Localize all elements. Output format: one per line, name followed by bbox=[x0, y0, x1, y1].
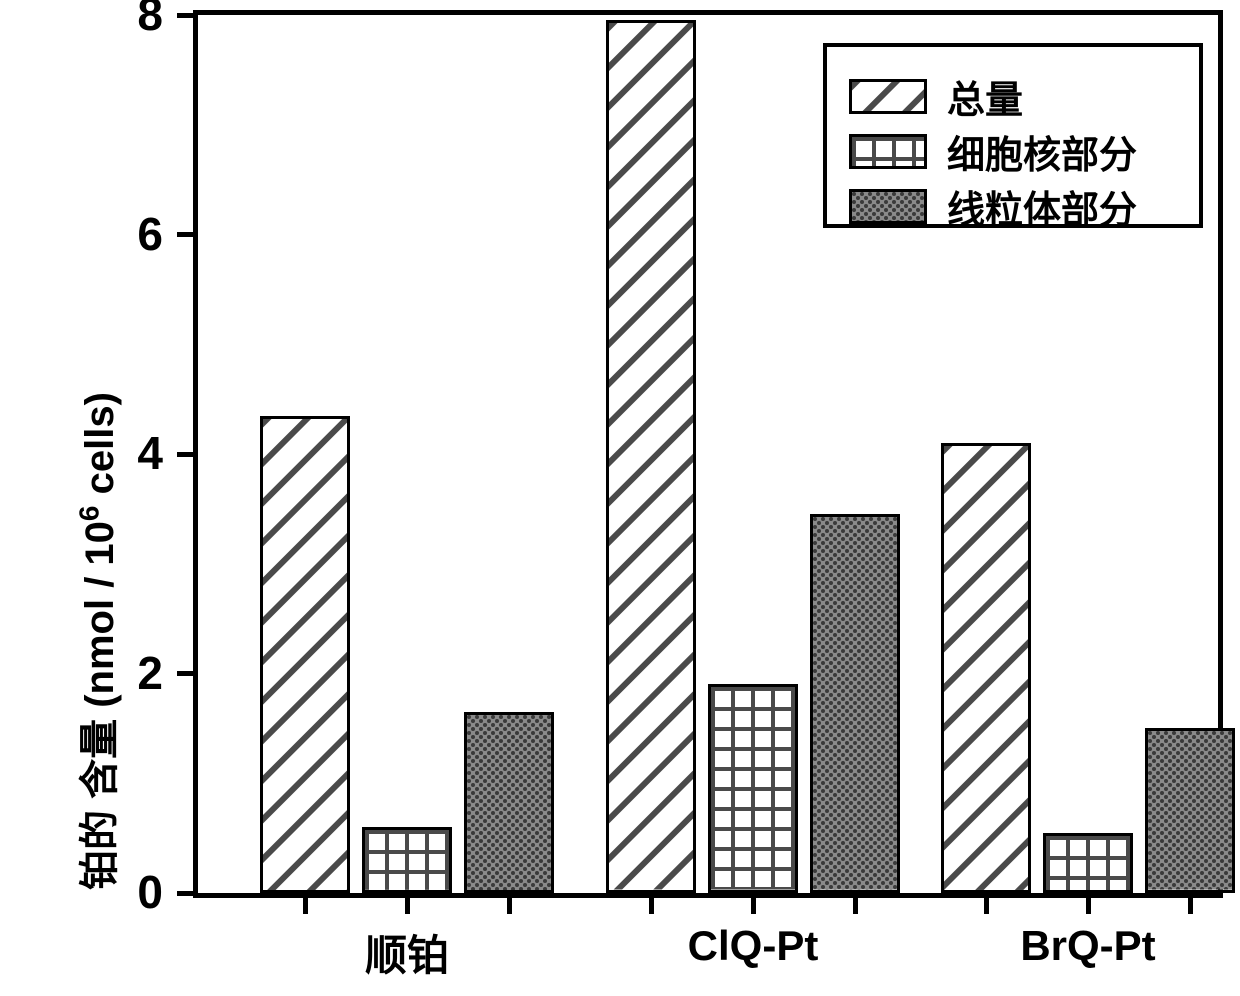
x-tick-mark bbox=[303, 898, 308, 914]
y-tick-mark bbox=[177, 232, 193, 237]
legend-swatch bbox=[849, 189, 927, 224]
x-tick-mark bbox=[853, 898, 858, 914]
y-tick-mark bbox=[177, 13, 193, 18]
y-tick-label: 4 bbox=[0, 426, 163, 480]
bar-nucleus bbox=[1043, 833, 1133, 893]
legend-row: 细胞核部分 bbox=[849, 124, 1137, 179]
y-tick-label: 6 bbox=[0, 207, 163, 261]
legend: 总量细胞核部分线粒体部分 bbox=[823, 43, 1203, 228]
x-tick-mark bbox=[405, 898, 410, 914]
bar-total bbox=[941, 443, 1031, 893]
legend-swatch bbox=[849, 134, 927, 169]
x-tick-mark bbox=[1188, 898, 1193, 914]
y-tick-mark bbox=[177, 671, 193, 676]
bar-nucleus bbox=[362, 827, 452, 893]
x-tick-mark bbox=[751, 898, 756, 914]
x-tick-mark bbox=[984, 898, 989, 914]
legend-swatch bbox=[849, 79, 927, 114]
bar-mito bbox=[810, 514, 900, 893]
y-tick-label: 0 bbox=[0, 865, 163, 919]
x-category-label: 顺铂 bbox=[257, 922, 557, 983]
y-tick-mark bbox=[177, 891, 193, 896]
legend-row: 总量 bbox=[849, 69, 1023, 124]
y-tick-mark bbox=[177, 452, 193, 457]
x-category-label: ClQ-Pt bbox=[603, 922, 903, 970]
legend-label: 细胞核部分 bbox=[947, 124, 1137, 179]
bar-mito bbox=[1145, 728, 1235, 893]
x-tick-mark bbox=[1086, 898, 1091, 914]
y-tick-label: 2 bbox=[0, 646, 163, 700]
legend-label: 线粒体部分 bbox=[947, 179, 1137, 234]
y-tick-label: 8 bbox=[0, 0, 163, 41]
legend-label: 总量 bbox=[947, 69, 1023, 124]
bar-total bbox=[606, 20, 696, 893]
x-tick-mark bbox=[649, 898, 654, 914]
x-category-label: BrQ-Pt bbox=[938, 922, 1238, 970]
bar-chart: 铂的 含量 (nmol / 106 cells) 总量细胞核部分线粒体部分 02… bbox=[0, 0, 1240, 996]
legend-row: 线粒体部分 bbox=[849, 179, 1137, 234]
x-tick-mark bbox=[507, 898, 512, 914]
bar-total bbox=[260, 416, 350, 893]
bar-nucleus bbox=[708, 684, 798, 893]
bar-mito bbox=[464, 712, 554, 893]
